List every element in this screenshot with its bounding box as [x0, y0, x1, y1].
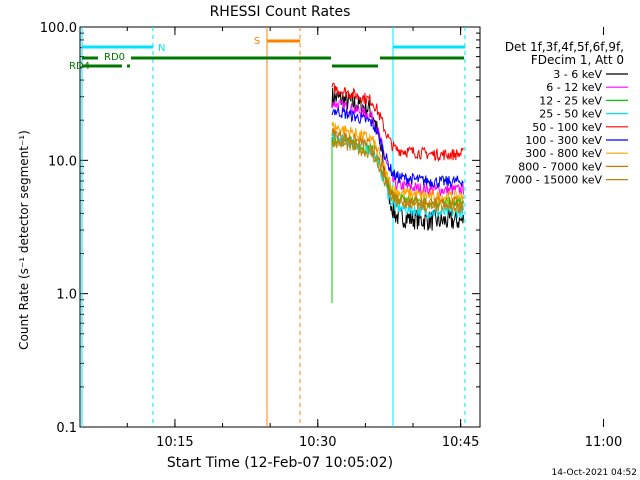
footer-timestamp: 14-Oct-2021 04:52 — [552, 468, 637, 478]
legend-header-line-1: Det 1f,3f,4f,5f,6f,9f, — [505, 40, 624, 54]
chart-title: RHESSI Count Rates — [210, 4, 351, 20]
legend-header-line-2: FDecim 1, Att 0 — [531, 53, 624, 67]
legend-label: 300 - 800 keV — [525, 147, 602, 160]
plot-area: 100.010.01.00.110:1510:3010:4511:0011:15… — [40, 21, 622, 450]
plot-frame — [79, 26, 481, 428]
attenuator-flag-label: N — [158, 43, 165, 54]
legend-label: 100 - 300 keV — [525, 134, 602, 147]
x-tick-label: 10:45 — [442, 435, 479, 450]
legend-label: 12 - 25 keV — [539, 94, 602, 107]
x-tick-label: 10:15 — [156, 435, 193, 450]
y-tick-label: 100.0 — [40, 21, 77, 36]
series-line — [331, 128, 465, 210]
legend-label: 25 - 50 keV — [539, 108, 602, 121]
legend-label: 6 - 12 keV — [546, 81, 602, 94]
y-tick-label: 1.0 — [56, 288, 77, 303]
saa-flag-label: S — [254, 36, 260, 47]
series-line — [331, 82, 464, 163]
rd0-flag-label: RD0 — [104, 52, 125, 63]
series-line — [331, 136, 464, 214]
y-tick-label: 0.1 — [56, 421, 77, 436]
y-tick-label: 10.0 — [48, 154, 77, 169]
legend-label: 50 - 100 keV — [532, 121, 602, 134]
series-line — [331, 87, 465, 231]
series-line — [331, 99, 465, 197]
series-line — [331, 107, 464, 189]
y-axis-label: Count Rate (s⁻¹ detector segment⁻¹) — [17, 130, 31, 350]
legend-label: 7000 - 15000 keV — [504, 174, 602, 187]
legend-label: 3 - 6 keV — [553, 68, 602, 81]
x-tick-label: 11:00 — [585, 435, 622, 450]
x-axis-label: Start Time (12-Feb-07 10:05:02) — [167, 455, 393, 471]
rd4-flag-label: RD4 — [69, 61, 90, 72]
x-tick-label: 10:30 — [299, 435, 336, 450]
legend-label: 800 - 7000 keV — [518, 160, 602, 173]
